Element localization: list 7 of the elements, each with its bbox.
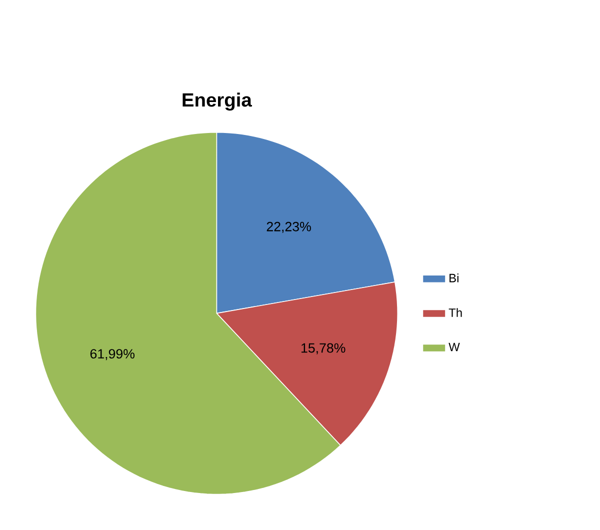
- data-label: 22,23%: [266, 222, 311, 233]
- data-label: 15,78%: [302, 343, 346, 354]
- legend-label: W: [448, 342, 460, 352]
- data-label: 61,99%: [90, 349, 134, 360]
- legend-label: Bi: [450, 273, 458, 282]
- chart-title: Energia: [182, 92, 252, 111]
- legend-label: Th: [448, 308, 462, 317]
